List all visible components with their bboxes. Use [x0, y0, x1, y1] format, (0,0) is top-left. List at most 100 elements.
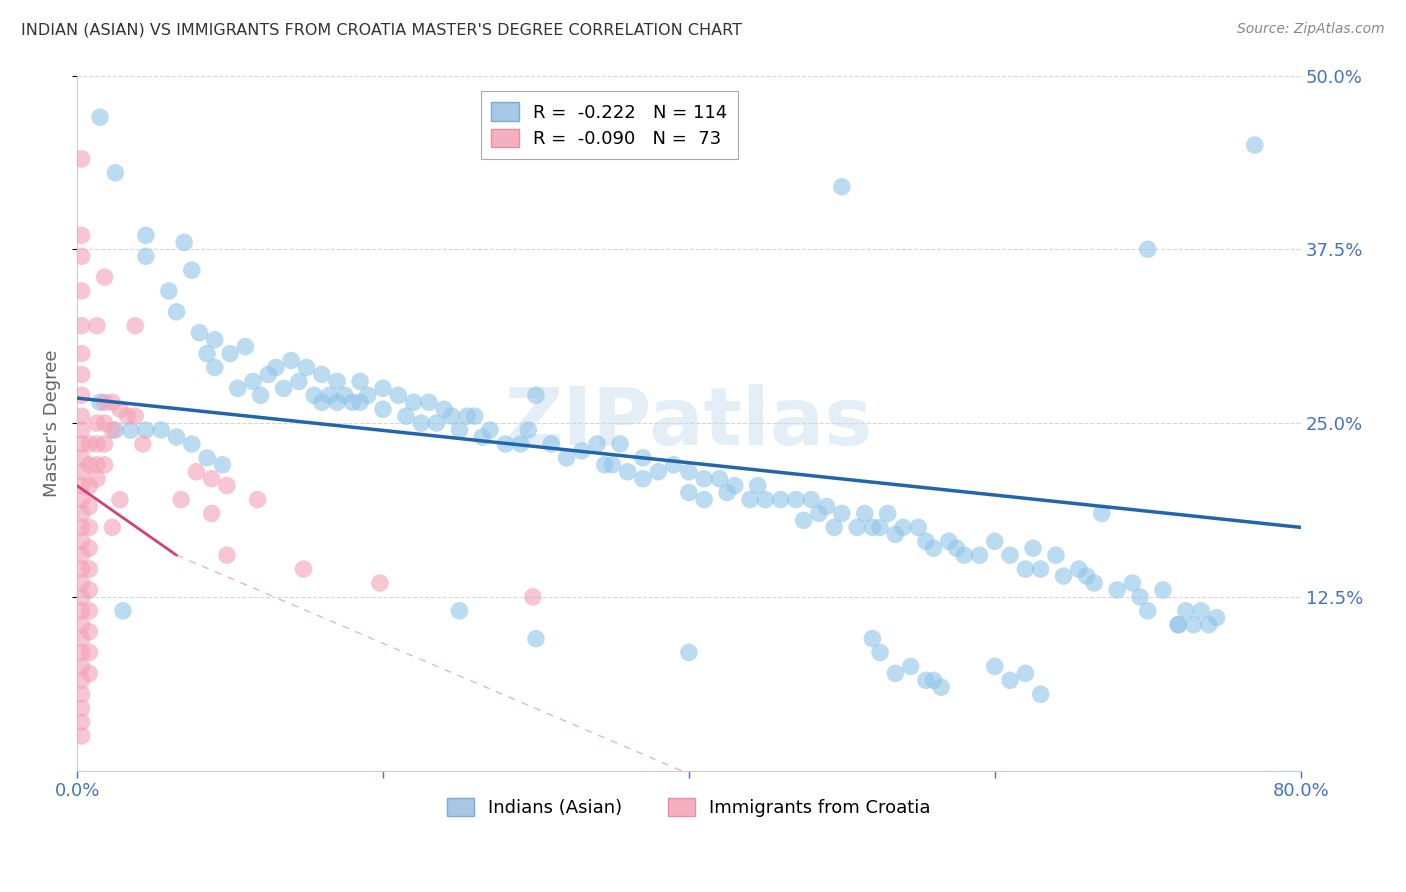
- Point: [922, 673, 945, 688]
- Point: [257, 368, 280, 382]
- Point: [318, 388, 340, 402]
- Point: [302, 388, 325, 402]
- Point: [754, 492, 776, 507]
- Point: [1243, 138, 1265, 153]
- Point: [609, 437, 631, 451]
- Point: [395, 409, 418, 424]
- Point: [593, 458, 616, 472]
- Point: [1189, 604, 1212, 618]
- Point: [93, 416, 115, 430]
- Point: [70, 465, 93, 479]
- Point: [984, 534, 1007, 549]
- Point: [70, 520, 93, 534]
- Point: [349, 395, 371, 409]
- Point: [70, 368, 93, 382]
- Point: [815, 500, 838, 514]
- Point: [509, 437, 531, 451]
- Point: [479, 423, 502, 437]
- Point: [586, 437, 609, 451]
- Point: [79, 666, 101, 681]
- Point: [242, 375, 264, 389]
- Point: [132, 437, 155, 451]
- Point: [769, 492, 792, 507]
- Point: [1152, 582, 1174, 597]
- Point: [1121, 576, 1143, 591]
- Point: [418, 395, 440, 409]
- Point: [70, 450, 93, 465]
- Point: [853, 507, 876, 521]
- Point: [945, 541, 967, 556]
- Point: [349, 375, 371, 389]
- Point: [295, 360, 318, 375]
- Text: INDIAN (ASIAN) VS IMMIGRANTS FROM CROATIA MASTER'S DEGREE CORRELATION CHART: INDIAN (ASIAN) VS IMMIGRANTS FROM CROATI…: [21, 22, 742, 37]
- Point: [204, 360, 226, 375]
- Point: [860, 520, 883, 534]
- Point: [1136, 242, 1159, 256]
- Point: [1022, 541, 1045, 556]
- Point: [456, 409, 478, 424]
- Text: Source: ZipAtlas.com: Source: ZipAtlas.com: [1237, 22, 1385, 37]
- Point: [79, 562, 101, 576]
- Point: [724, 478, 747, 492]
- Point: [1107, 582, 1129, 597]
- Point: [929, 680, 952, 694]
- Point: [70, 576, 93, 591]
- Point: [678, 646, 700, 660]
- Point: [204, 333, 226, 347]
- Point: [117, 409, 139, 424]
- Point: [93, 270, 115, 285]
- Point: [249, 388, 271, 402]
- Point: [188, 326, 211, 340]
- Point: [860, 632, 883, 646]
- Point: [79, 478, 101, 492]
- Point: [86, 437, 108, 451]
- Point: [108, 402, 131, 417]
- Point: [517, 423, 540, 437]
- Point: [571, 444, 593, 458]
- Legend: Indians (Asian), Immigrants from Croatia: Indians (Asian), Immigrants from Croatia: [440, 790, 938, 824]
- Point: [631, 472, 654, 486]
- Point: [70, 409, 93, 424]
- Point: [186, 465, 208, 479]
- Point: [70, 548, 93, 562]
- Point: [211, 458, 233, 472]
- Point: [135, 423, 157, 437]
- Point: [264, 360, 287, 375]
- Point: [79, 437, 101, 451]
- Point: [333, 388, 356, 402]
- Point: [70, 318, 93, 333]
- Point: [876, 507, 898, 521]
- Point: [89, 110, 111, 124]
- Point: [70, 617, 93, 632]
- Point: [915, 534, 938, 549]
- Point: [922, 541, 945, 556]
- Point: [79, 604, 101, 618]
- Point: [807, 507, 830, 521]
- Point: [998, 673, 1021, 688]
- Point: [1136, 604, 1159, 618]
- Point: [70, 646, 93, 660]
- Point: [709, 472, 731, 486]
- Point: [1083, 576, 1105, 591]
- Point: [104, 166, 127, 180]
- Point: [311, 368, 333, 382]
- Point: [1076, 569, 1098, 583]
- Point: [1167, 617, 1189, 632]
- Point: [70, 673, 93, 688]
- Point: [70, 604, 93, 618]
- Point: [70, 687, 93, 701]
- Point: [70, 284, 93, 298]
- Point: [1174, 604, 1197, 618]
- Point: [831, 179, 853, 194]
- Point: [89, 395, 111, 409]
- Point: [150, 423, 173, 437]
- Point: [1029, 687, 1052, 701]
- Point: [846, 520, 869, 534]
- Point: [1167, 617, 1189, 632]
- Point: [984, 659, 1007, 673]
- Point: [678, 465, 700, 479]
- Point: [524, 388, 547, 402]
- Point: [70, 659, 93, 673]
- Point: [70, 388, 93, 402]
- Point: [79, 582, 101, 597]
